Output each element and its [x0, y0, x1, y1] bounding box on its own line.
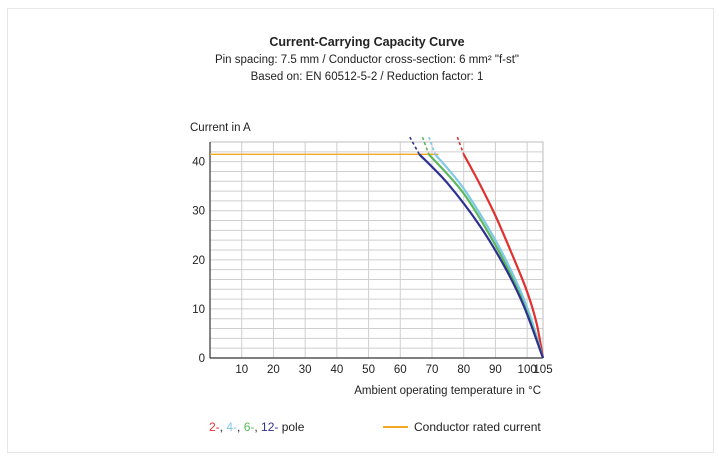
series-6-pole-dashed [421, 136, 430, 155]
chart-title: Current-Carrying Capacity Curve [269, 35, 464, 49]
x-tick-label-10: 10 [235, 364, 248, 376]
y-tick-label-0: 0 [199, 353, 205, 365]
chart-subtitle-line-1: Pin spacing: 7.5 mm / Conductor cross-se… [215, 54, 519, 66]
x-tick-label-50: 50 [362, 364, 375, 376]
y-tick-label-30: 30 [192, 206, 205, 218]
series-2-pole-dashed [456, 136, 465, 155]
x-tick-label-80: 80 [457, 364, 470, 376]
legend-series-6: 6- [244, 420, 255, 434]
x-tick-label-105: 105 [533, 364, 552, 376]
x-tick-label-60: 60 [394, 364, 407, 376]
series-6-pole-line [427, 153, 545, 359]
x-tick-label-30: 30 [299, 364, 312, 376]
x-tick-label-20: 20 [267, 364, 280, 376]
series-layer [409, 136, 545, 359]
series-4-pole-line [434, 153, 545, 359]
x-tick-label-40: 40 [330, 364, 343, 376]
x-tick-label-90: 90 [489, 364, 502, 376]
legend-rated-current-label: Conductor rated current [414, 420, 541, 434]
series-12-pole-dashed [409, 136, 421, 155]
legend-pole-text: 2-, 4-, 6-, 12- pole [209, 420, 305, 434]
legend-sep-1: , [220, 420, 227, 434]
y-tick-label-40: 40 [192, 157, 205, 169]
series-4-pole-dashed [428, 136, 436, 155]
grid [209, 141, 544, 359]
x-tick-label-70: 70 [426, 364, 439, 376]
series-12-pole-line [418, 153, 545, 359]
legend-sep-2: , [237, 420, 244, 434]
y-tick-label-10: 10 [192, 304, 205, 316]
y-tick-label-20: 20 [192, 255, 205, 267]
series-2-pole-line [462, 153, 545, 359]
legend-series-2: 2- [209, 420, 220, 434]
axes [209, 142, 543, 359]
x-axis-label: Ambient operating temperature in °C [354, 385, 541, 397]
legend-series-12: 12- [261, 420, 278, 434]
legend-sep-3: , [254, 420, 261, 434]
y-axis-label: Current in A [190, 122, 251, 134]
x-tick-label-100: 100 [518, 364, 537, 376]
chart-subtitle-line-2: Based on: EN 60512-5-2 / Reduction facto… [251, 71, 484, 83]
legend-pole-suffix: pole [278, 420, 304, 434]
legend-series-4: 4- [226, 420, 237, 434]
legend: 2-, 4-, 6-, 12- pole Conductor rated cur… [209, 420, 541, 434]
